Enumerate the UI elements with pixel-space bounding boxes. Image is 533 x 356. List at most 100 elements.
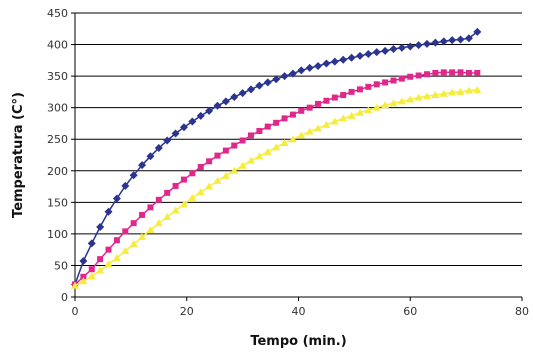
data-point: [431, 38, 440, 47]
series-3: [71, 85, 482, 289]
data-point: [449, 69, 456, 76]
data-point: [264, 123, 271, 130]
data-point: [457, 69, 464, 76]
series-1: [71, 27, 482, 289]
data-point: [305, 63, 314, 72]
y-tick-label: 150: [47, 196, 68, 209]
data-point: [104, 207, 113, 216]
data-point: [112, 253, 121, 261]
data-point: [456, 35, 465, 44]
data-point: [314, 62, 323, 71]
data-point: [288, 135, 297, 143]
data-point: [113, 237, 120, 244]
data-point: [255, 81, 264, 90]
data-point: [297, 66, 306, 75]
data-point: [364, 50, 373, 59]
data-point: [155, 196, 162, 203]
data-point: [322, 120, 331, 128]
data-point: [164, 189, 171, 196]
data-point: [288, 69, 297, 78]
data-point: [238, 89, 247, 98]
data-point: [298, 107, 305, 114]
data-point: [330, 57, 339, 66]
data-point: [348, 88, 355, 95]
data-point: [465, 69, 472, 76]
data-point: [280, 139, 289, 147]
data-point: [414, 41, 423, 50]
series-line: [74, 89, 478, 287]
data-point: [180, 176, 187, 183]
data-point: [221, 97, 230, 106]
data-point: [263, 147, 272, 155]
data-point: [431, 91, 440, 99]
data-point: [340, 92, 347, 99]
data-point: [79, 257, 88, 266]
data-point: [372, 48, 381, 57]
data-point: [87, 272, 96, 280]
data-point: [96, 266, 105, 274]
data-point: [163, 136, 172, 145]
data-point: [222, 147, 229, 154]
y-tick-label: 100: [47, 228, 68, 241]
data-point: [205, 182, 214, 190]
data-point: [230, 166, 239, 174]
data-point: [464, 34, 473, 43]
data-point: [122, 228, 129, 235]
data-point: [263, 78, 272, 87]
data-point: [305, 127, 314, 135]
data-point: [171, 206, 180, 214]
data-point: [281, 115, 288, 122]
data-point: [147, 204, 154, 211]
data-point: [331, 94, 338, 101]
data-point: [389, 44, 398, 53]
data-point: [80, 273, 87, 280]
data-point: [365, 83, 372, 90]
data-point: [121, 181, 130, 190]
data-point: [372, 103, 381, 111]
data-point: [79, 277, 88, 285]
data-point: [129, 171, 138, 180]
horizontal-gridlines: [75, 12, 522, 266]
data-point: [390, 77, 397, 84]
data-point: [473, 85, 482, 93]
data-point: [256, 128, 263, 135]
x-tick-label: 40: [292, 305, 306, 318]
data-point: [154, 219, 163, 227]
x-tick-label: 20: [180, 305, 194, 318]
data-point: [439, 89, 448, 97]
data-point: [397, 97, 406, 105]
data-point: [423, 92, 432, 100]
y-tick-label: 350: [47, 70, 68, 83]
data-point: [179, 123, 188, 132]
y-tick-label: 250: [47, 133, 68, 146]
data-point: [188, 193, 197, 201]
data-point: [112, 194, 121, 203]
data-point: [189, 170, 196, 177]
data-point: [247, 85, 256, 94]
data-point: [448, 88, 457, 96]
data-point: [339, 114, 348, 122]
data-point: [389, 99, 398, 107]
y-axis-title: Temperatura (C°): [11, 92, 26, 218]
series-2: [72, 69, 481, 288]
data-point: [171, 129, 180, 138]
data-point: [439, 37, 448, 46]
data-point: [406, 42, 415, 51]
data-point: [179, 200, 188, 208]
data-point: [473, 27, 482, 36]
data-point: [398, 75, 405, 82]
data-point: [315, 100, 322, 107]
data-point: [214, 152, 221, 159]
data-point: [424, 71, 431, 78]
data-point: [330, 117, 339, 125]
data-point: [96, 222, 105, 231]
data-point: [397, 43, 406, 52]
data-point: [247, 156, 256, 164]
data-point: [355, 108, 364, 116]
data-point: [146, 152, 155, 161]
data-point: [255, 152, 264, 160]
data-point: [129, 239, 138, 247]
y-tick-label: 50: [54, 259, 68, 272]
y-tick-label: 400: [47, 39, 68, 52]
